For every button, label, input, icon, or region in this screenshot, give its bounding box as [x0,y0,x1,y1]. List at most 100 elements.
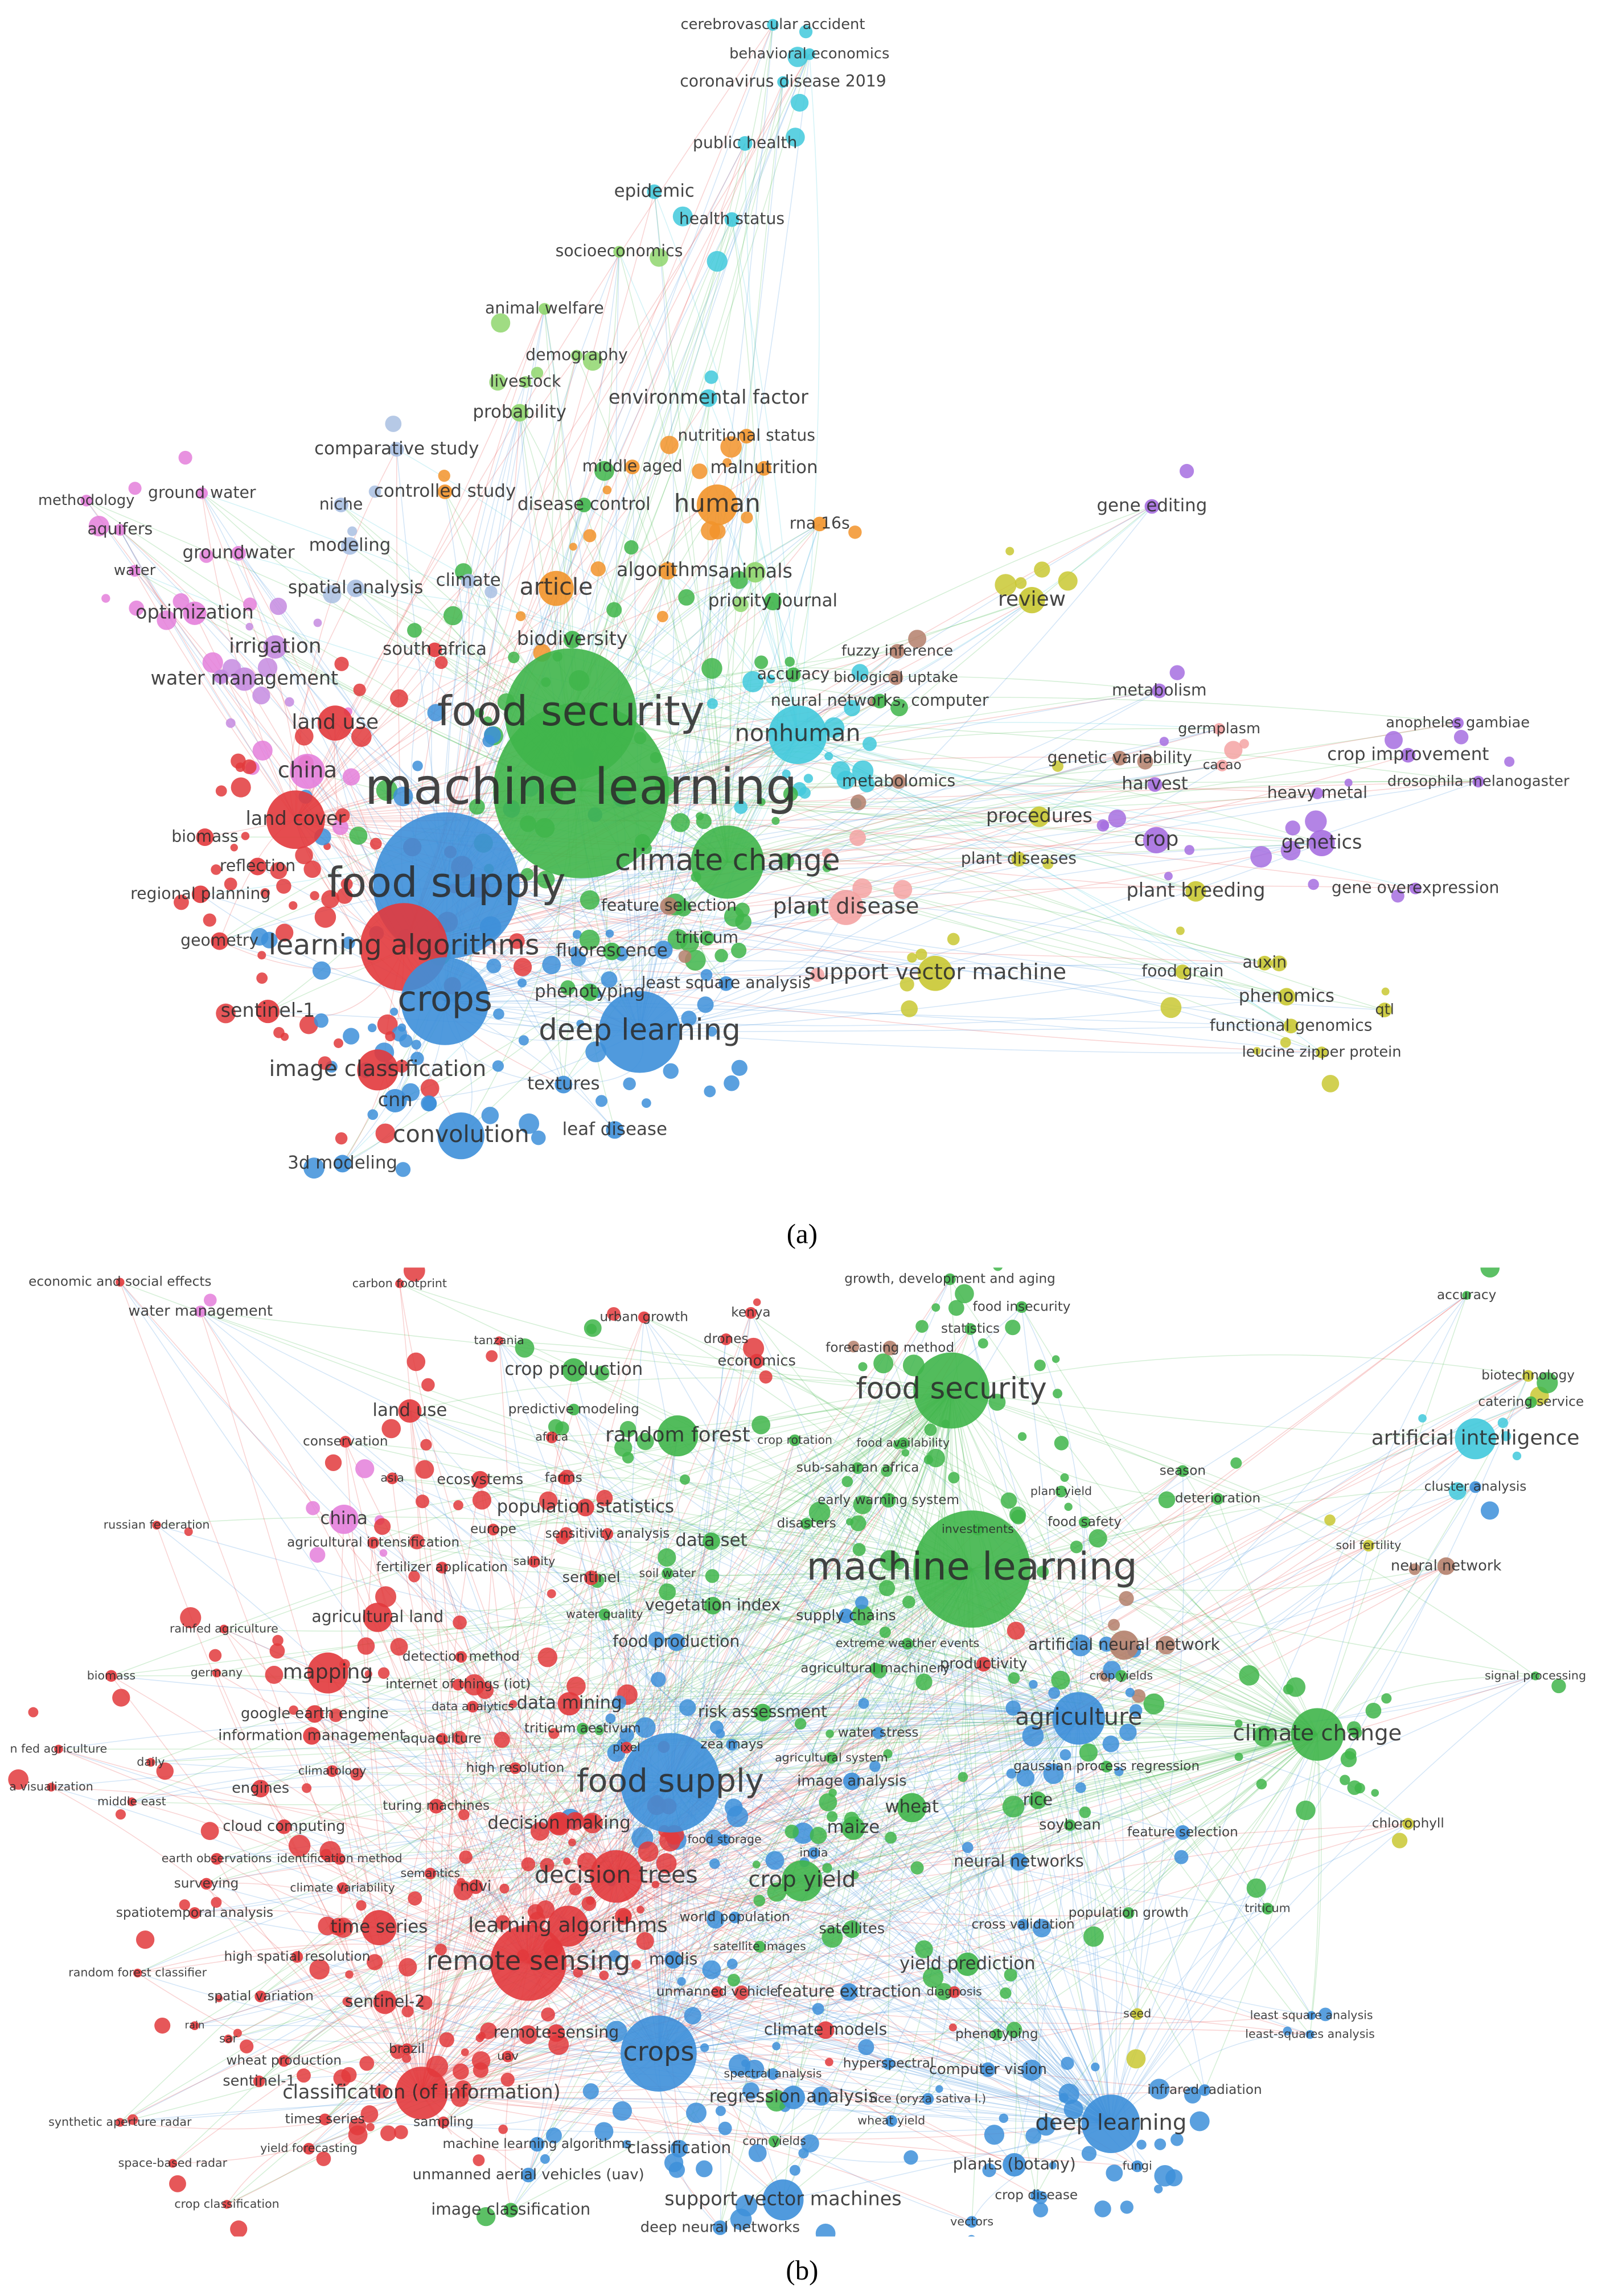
node-label: crop production [504,1359,643,1379]
node-label: biodiversity [517,627,628,650]
node-label: crop disease [995,2188,1078,2203]
link [615,1876,988,2071]
link [732,1710,1079,1745]
node-label: early warning system [818,1493,959,1508]
link [332,1734,1317,1777]
link [670,1782,1015,2166]
link [475,1390,952,1887]
link [51,1786,617,1877]
minor-node [397,1023,406,1032]
node [334,1155,352,1173]
link [472,1706,659,2054]
node [1122,1907,1135,1919]
link [404,754,1408,948]
link [604,1568,972,1615]
minor-node [472,1490,492,1510]
minor-node [881,1465,893,1477]
link [528,1317,644,1963]
minor-node [360,2105,379,2123]
minor-node [752,1860,761,1869]
node [263,635,287,659]
node [657,1415,699,1457]
minor-node [473,2154,485,2166]
node [825,1752,837,1764]
node-label: data mining [517,1693,622,1713]
node-label: china [320,1508,368,1529]
minor-node [399,1034,413,1048]
link [616,1876,1129,1917]
link [295,24,774,820]
minor-node [1504,756,1515,767]
link [132,1765,671,1802]
link [679,1390,952,2149]
link [421,1568,972,2094]
link [639,436,747,1032]
link [658,1823,1408,2054]
link [1084,1522,1125,2124]
minor-node [993,1267,1003,1271]
node [606,1121,624,1139]
link [658,1468,859,2054]
node [341,537,359,555]
link [658,2053,972,2223]
minor-node [612,1695,627,1710]
minor-node [1137,753,1153,770]
node-label: diagnosis [927,1985,982,1998]
node [329,1504,359,1534]
link [1317,1375,1529,1735]
link [568,1718,1079,1927]
minor-node [486,958,502,974]
node [362,1910,397,1945]
link [332,1390,952,1772]
node-label: triticum [676,928,738,947]
minor-node [415,1460,434,1479]
link [616,1766,1107,1877]
node-label: daily [137,1755,165,1768]
link [260,1390,952,1789]
node-label: water management [128,1303,273,1320]
node-label: probability [473,402,566,422]
minor-node [463,1674,485,1696]
minor-node [1340,1775,1350,1785]
minor-node [531,1130,546,1145]
link [639,758,1120,1033]
minor-node [518,1035,529,1046]
minor-node [270,862,288,880]
minor-node [542,955,561,975]
minor-node [576,1020,585,1028]
link [442,1738,1111,2125]
minor-node [947,933,960,946]
minor-node [1125,1687,1135,1698]
minor-node [380,2125,396,2142]
minor-node [1060,1473,1069,1482]
link [409,1377,952,1412]
minor-node [1021,2059,1042,2081]
link [345,1441,972,1570]
node-label: machine learning [365,758,798,816]
link [573,1409,1079,1719]
link [200,894,640,1033]
node-label: biotechnology [1481,1368,1575,1383]
minor-node [1036,2116,1055,2136]
node [555,1075,573,1094]
link [616,1645,1124,1877]
node-label: plant yield [1030,1484,1092,1498]
link [670,1782,1129,1914]
node-label: china [278,757,337,783]
node [897,1793,927,1822]
link [806,1523,1112,2124]
node-label: sentinel [562,1569,621,1586]
link [258,1390,952,2082]
node-label: rice [1023,1790,1053,1809]
link [458,1568,972,1685]
minor-node [1032,1919,1052,1938]
link [782,1568,972,2200]
link [399,1283,952,1391]
node-label: feature extraction [777,1982,921,2001]
minor-node [521,1857,536,1871]
node-label: season [1160,1463,1206,1478]
node [545,1431,558,1444]
link [421,1541,712,2093]
minor-node [1285,820,1300,836]
node [570,350,583,362]
